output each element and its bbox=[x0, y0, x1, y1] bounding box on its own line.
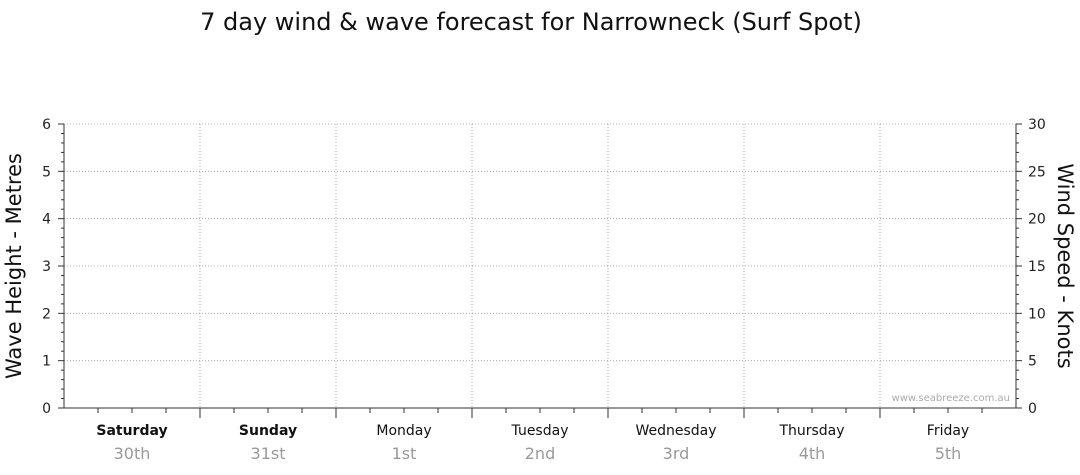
date-label: 4th bbox=[799, 444, 826, 463]
day-label: Friday bbox=[927, 423, 969, 439]
day-label: Tuesday bbox=[511, 423, 569, 439]
right-axis-title: Wind Speed - Knots bbox=[1053, 163, 1077, 368]
day-label: Monday bbox=[376, 423, 431, 439]
day-label: Thursday bbox=[778, 423, 844, 439]
chart-title: 7 day wind & wave forecast for Narrownec… bbox=[200, 8, 862, 36]
date-label: 1st bbox=[392, 444, 417, 463]
date-label: 30th bbox=[114, 444, 151, 463]
day-label: Sunday bbox=[239, 423, 297, 439]
left-tick-label: 1 bbox=[42, 354, 51, 370]
right-tick-label: 20 bbox=[1028, 212, 1046, 228]
day-label: Saturday bbox=[96, 423, 167, 439]
right-tick-label: 10 bbox=[1028, 306, 1046, 322]
right-tick-label: 30 bbox=[1028, 117, 1046, 133]
axes bbox=[63, 124, 1017, 418]
date-label: 5th bbox=[935, 444, 962, 463]
grid-lines bbox=[64, 123, 1016, 408]
left-tick-label: 6 bbox=[42, 117, 51, 133]
left-tick-label: 3 bbox=[42, 259, 51, 275]
right-axis-ticks: 0 5 10 15 20 25 30 bbox=[1016, 117, 1046, 417]
date-label: 31st bbox=[251, 444, 286, 463]
left-tick-label: 0 bbox=[42, 401, 51, 417]
left-axis-ticks: 0 1 2 3 4 5 6 bbox=[42, 117, 64, 417]
left-tick-label: 4 bbox=[42, 212, 51, 228]
right-tick-label: 0 bbox=[1028, 401, 1037, 417]
left-axis-title: Wave Height - Metres bbox=[2, 153, 26, 379]
day-label: Wednesday bbox=[635, 423, 716, 439]
left-tick-label: 2 bbox=[42, 306, 51, 322]
date-label: 3rd bbox=[663, 444, 690, 463]
date-label: 2nd bbox=[525, 444, 555, 463]
right-tick-label: 5 bbox=[1028, 354, 1037, 370]
left-tick-label: 5 bbox=[42, 164, 51, 180]
right-tick-label: 25 bbox=[1028, 164, 1046, 180]
watermark: www.seabreeze.com.au bbox=[892, 393, 1010, 404]
day-labels: Saturday 30th Sunday 31st Monday 1st Tuesday 2n… bbox=[96, 423, 969, 463]
right-tick-label: 15 bbox=[1028, 259, 1046, 275]
